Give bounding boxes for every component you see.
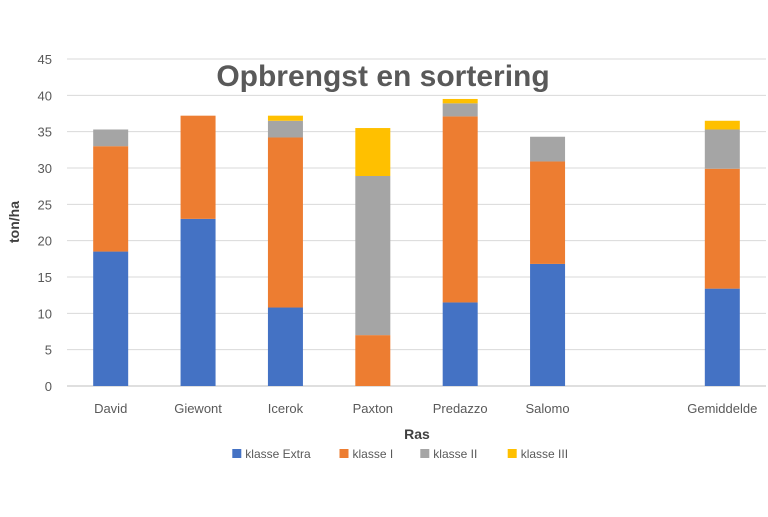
y-tick-labels: 0 5 10 15 20 25 30 35 40 45: [38, 52, 52, 394]
bar-segment: [442, 103, 478, 117]
bar-segment: [530, 136, 566, 162]
bar-segment: [704, 288, 740, 386]
bar-segment: [93, 251, 129, 386]
legend: klasse Extra klasse I klasse II klasse III: [232, 447, 568, 461]
legend-label: klasse Extra: [245, 447, 311, 461]
bar-segment: [442, 116, 478, 303]
bar-segment: [530, 161, 566, 264]
bar-segment: [704, 168, 740, 289]
y-tick-label: 10: [38, 306, 52, 321]
x-tick-labels: David Giewont Icerok Paxton Predazzo Salomo Ge…: [94, 401, 757, 416]
bar-segment: [267, 137, 303, 308]
x-tick-label: Icerok: [268, 401, 304, 416]
bar-segment: [180, 218, 216, 386]
legend-swatch: [420, 449, 430, 458]
bar-segment: [530, 263, 566, 386]
bar-segment: [442, 302, 478, 386]
x-axis-label: Ras: [404, 426, 430, 442]
x-tick-label: David: [94, 401, 127, 416]
bar-segment: [267, 120, 303, 138]
legend-swatch: [507, 449, 517, 458]
bar-segment: [93, 129, 129, 147]
x-tick-label: Salomo: [526, 401, 570, 416]
y-tick-label: 35: [38, 125, 52, 140]
y-tick-label: 25: [38, 197, 52, 212]
x-tick-label: Gemiddelde: [687, 401, 757, 416]
legend-swatch: [232, 449, 242, 458]
legend-label: klasse II: [433, 447, 477, 461]
bars: [93, 98, 740, 386]
bar-segment: [180, 115, 216, 219]
y-tick-label: 30: [38, 161, 52, 176]
y-axis-label: ton/ha: [6, 201, 22, 243]
bar-segment: [267, 115, 303, 121]
y-tick-label: 0: [45, 379, 52, 394]
x-tick-label: Giewont: [174, 401, 222, 416]
y-tick-label: 40: [38, 88, 52, 103]
x-tick-label: Paxton: [353, 401, 393, 416]
y-tick-label: 15: [38, 270, 52, 285]
x-tick-label: Predazzo: [433, 401, 488, 416]
bar-segment: [442, 98, 478, 104]
legend-swatch: [339, 449, 349, 458]
legend-label: klasse III: [521, 447, 568, 461]
bar-segment: [704, 120, 740, 130]
y-tick-label: 20: [38, 234, 52, 249]
bar-segment: [704, 129, 740, 169]
y-tick-label: 5: [45, 343, 52, 358]
y-tick-label: 45: [38, 52, 52, 67]
gridlines: [67, 58, 766, 387]
legend-label: klasse I: [353, 447, 394, 461]
bar-segment: [355, 175, 391, 336]
bar-segment: [93, 146, 129, 252]
bar-segment: [355, 128, 391, 176]
bar-segment: [355, 335, 391, 386]
bar-segment: [267, 307, 303, 386]
chart-title: Opbrengst en sortering: [216, 60, 549, 93]
